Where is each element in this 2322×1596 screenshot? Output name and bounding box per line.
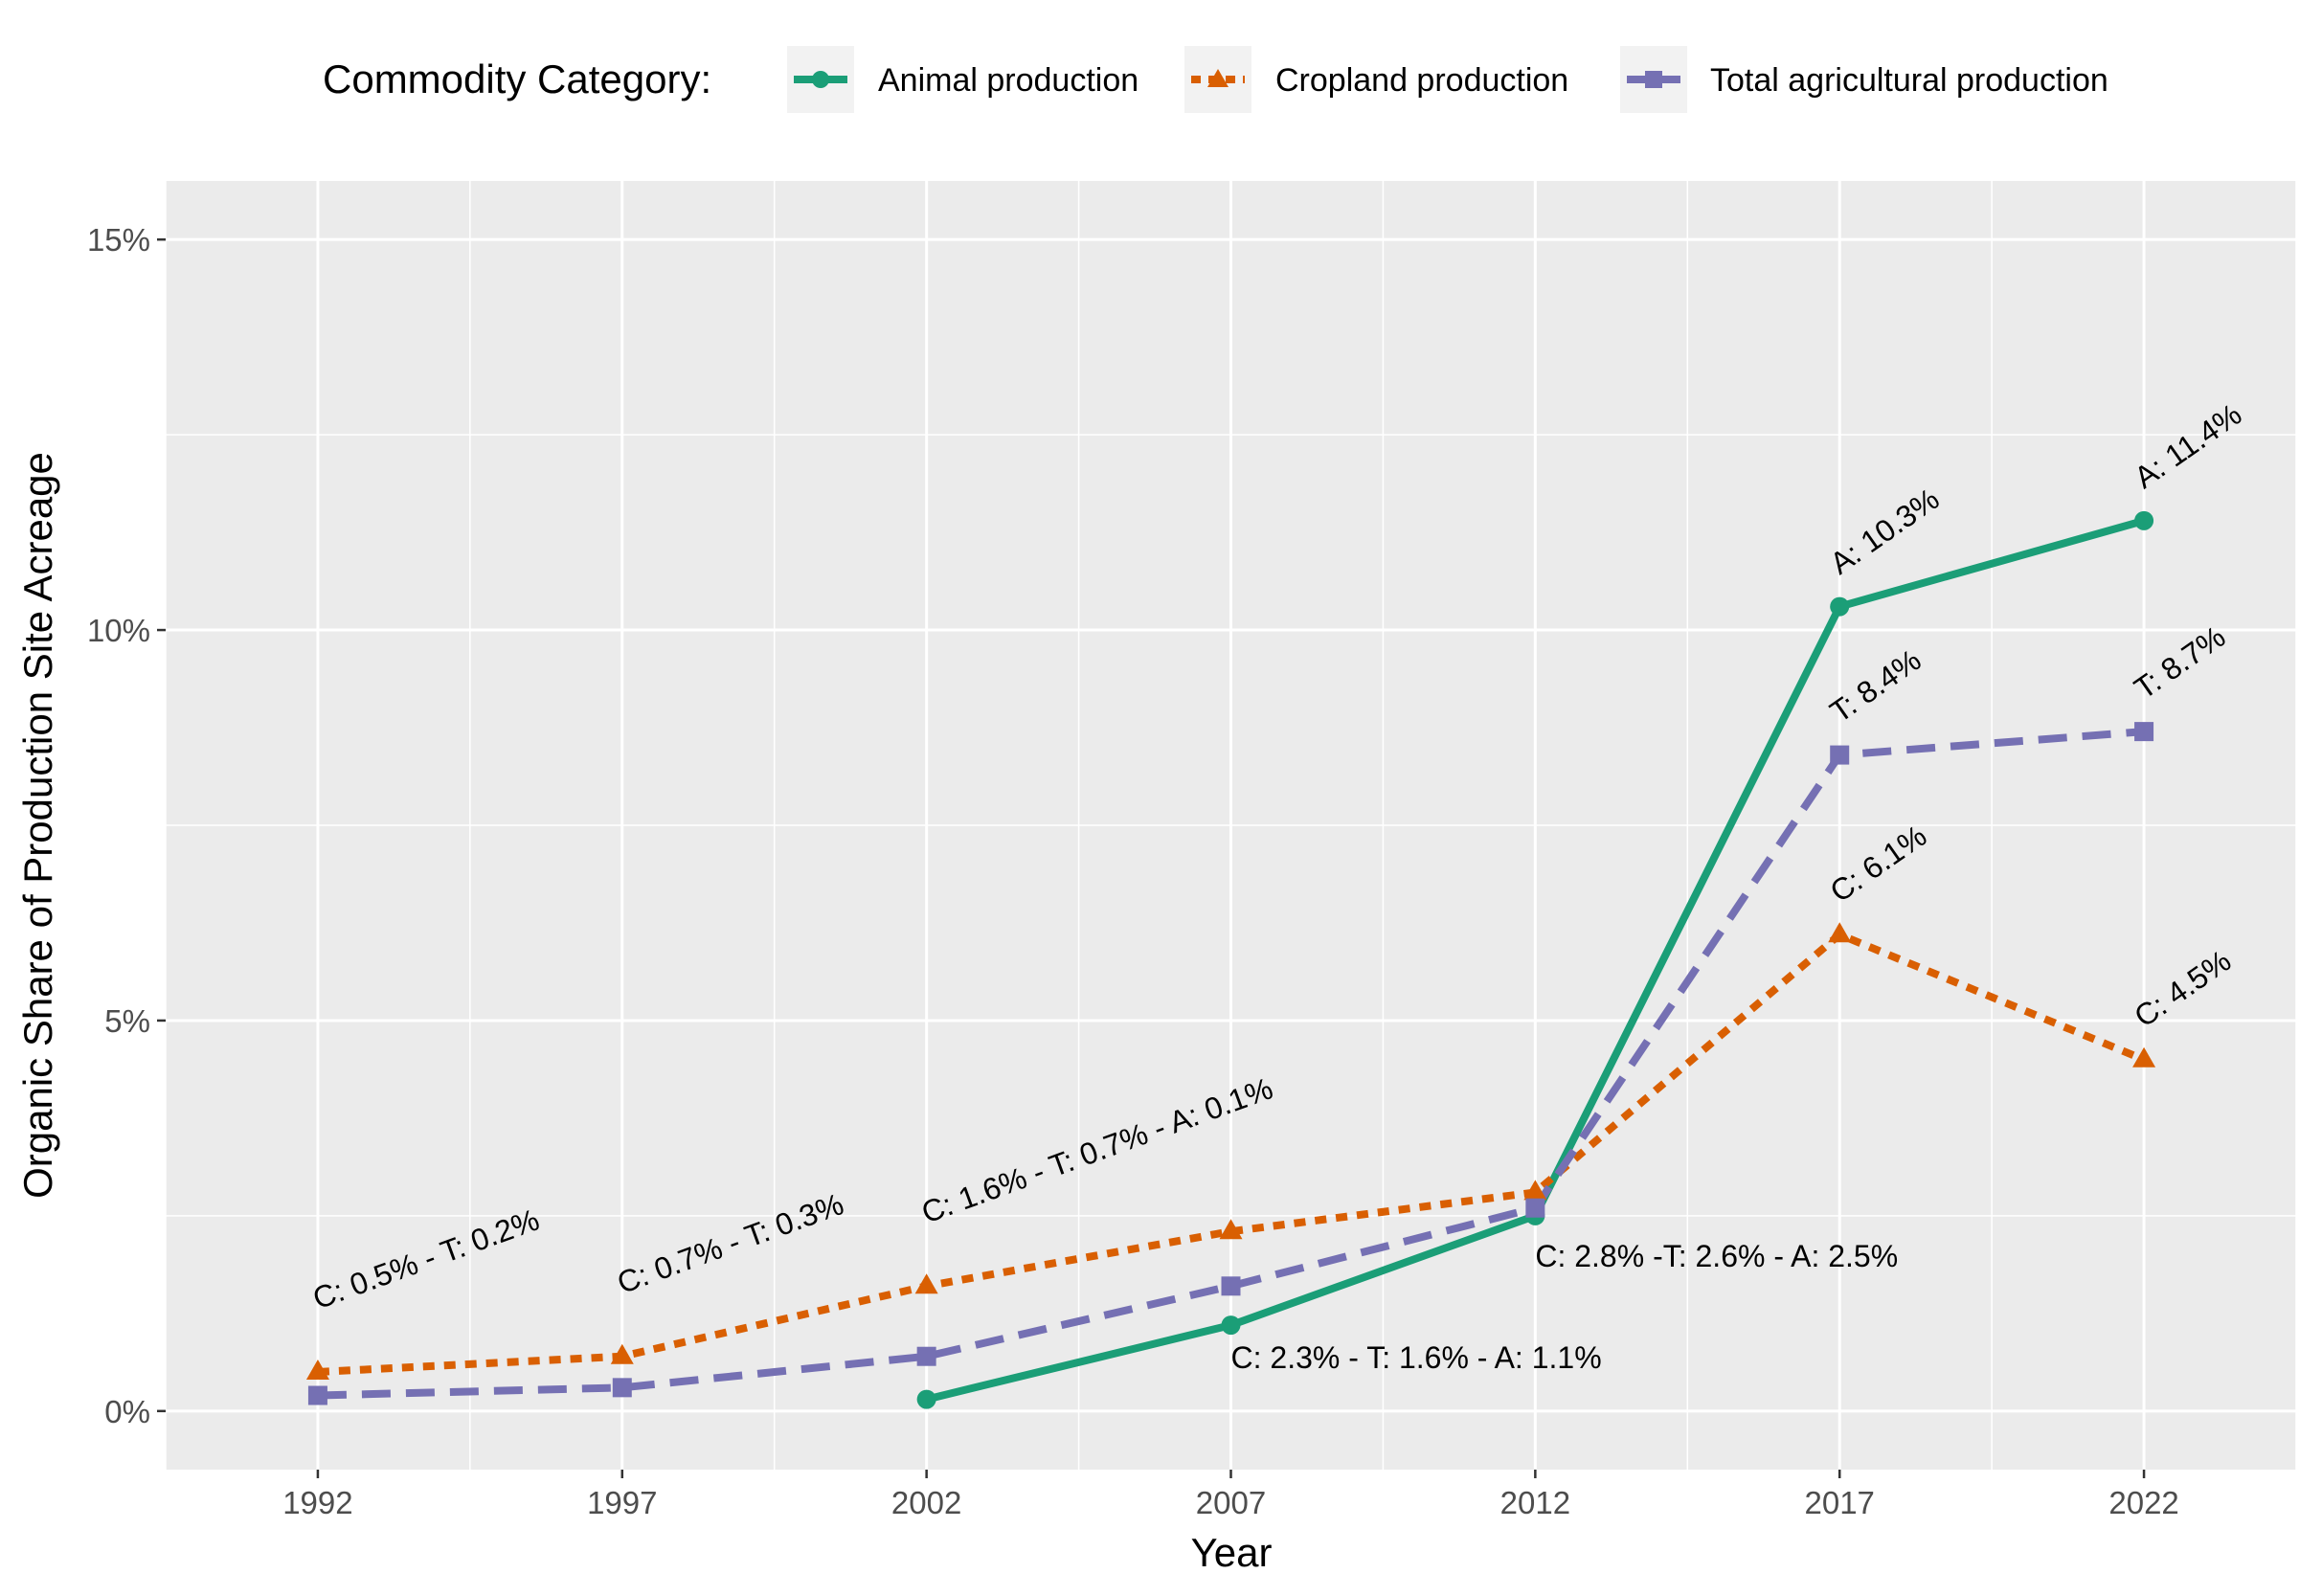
- data-point-square: [1830, 745, 1850, 765]
- y-tick-label: 10%: [87, 613, 150, 648]
- data-point-circle: [916, 1389, 936, 1409]
- legend-item-total: Total agricultural production: [1620, 46, 2108, 113]
- y-axis: 0% 5% 10% 15%: [87, 222, 166, 1429]
- legend-key-marker: [812, 71, 829, 88]
- x-tick-label: 1997: [587, 1485, 657, 1520]
- data-point-circle: [1830, 596, 1850, 617]
- x-tick-label: 2012: [1500, 1485, 1570, 1520]
- y-tick-label: 0%: [104, 1394, 150, 1429]
- data-label: C: 2.8% -T: 2.6% - A: 2.5%: [1535, 1239, 1898, 1273]
- legend-title: Commodity Category:: [323, 56, 711, 101]
- data-point-triangle: [1219, 1219, 1243, 1240]
- data-point-circle: [1221, 1315, 1241, 1336]
- data-point-square: [307, 1385, 327, 1405]
- x-axis-title: Year: [1191, 1530, 1273, 1575]
- y-axis-title: Organic Share of Production Site Acreage: [15, 452, 60, 1199]
- legend: Commodity Category: Animal production Cr…: [323, 46, 2108, 113]
- x-tick-label: 2002: [891, 1485, 961, 1520]
- data-point-square: [1221, 1276, 1241, 1296]
- legend-label: Cropland production: [1275, 62, 1568, 99]
- data-label: C: 2.3% - T: 1.6% - A: 1.1%: [1231, 1340, 1602, 1375]
- x-tick-label: 2007: [1196, 1485, 1266, 1520]
- data-point-square: [2134, 722, 2154, 742]
- legend-key-marker: [1645, 71, 1662, 88]
- data-point-square: [916, 1346, 936, 1366]
- legend-item-animal: Animal production: [787, 46, 1138, 113]
- data-point-triangle: [1523, 1180, 1547, 1201]
- data-point-triangle: [610, 1343, 634, 1364]
- y-tick-label: 5%: [104, 1003, 150, 1039]
- grid-minor: [165, 181, 2297, 1470]
- series-markers: [305, 510, 2156, 1409]
- legend-item-cropland: Cropland production: [1184, 46, 1568, 113]
- x-axis: 1992 1997 2002 2007 2012 2017 2022: [282, 1470, 2179, 1520]
- legend-label: Animal production: [878, 62, 1138, 99]
- data-point-square: [612, 1378, 632, 1398]
- legend-label: Total agricultural production: [1710, 62, 2108, 99]
- data-point-circle: [2134, 510, 2154, 530]
- x-tick-label: 2022: [2108, 1485, 2178, 1520]
- data-point-triangle: [1828, 922, 1852, 943]
- y-tick-label: 15%: [87, 222, 150, 258]
- x-tick-label: 1992: [282, 1485, 352, 1520]
- data-point-square: [1525, 1198, 1545, 1218]
- grid-major: [166, 181, 2296, 1470]
- data-point-triangle: [914, 1273, 938, 1294]
- legend-key-marker: [1207, 69, 1229, 87]
- data-point-triangle: [305, 1360, 329, 1381]
- data-point-triangle: [2132, 1046, 2156, 1068]
- x-tick-label: 2017: [1805, 1485, 1875, 1520]
